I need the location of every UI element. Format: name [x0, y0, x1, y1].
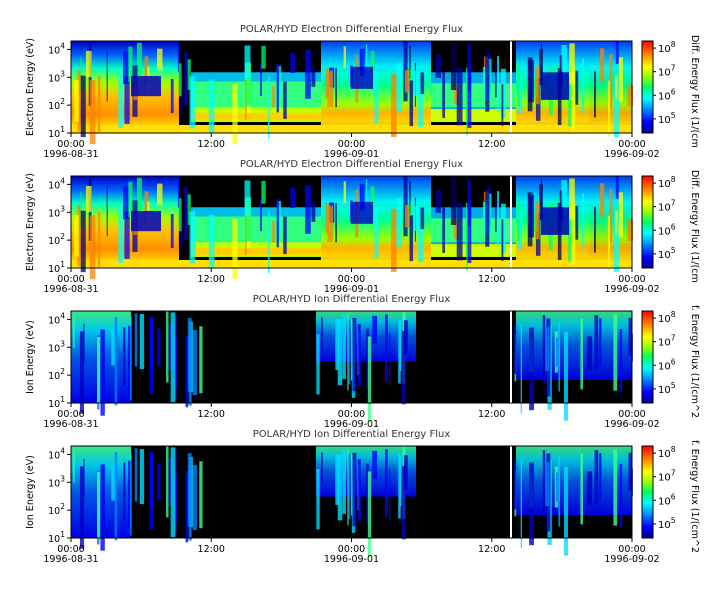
- x-tick-label: 12:00: [198, 139, 225, 150]
- colorbar: [641, 310, 654, 404]
- x-date-label: 1996-09-01: [324, 284, 379, 295]
- colorbar-tick-label: 106: [658, 357, 676, 372]
- colorbar-tick-label: 107: [658, 334, 676, 349]
- x-date-label: 1996-08-31: [43, 149, 98, 160]
- panel-title: POLAR/HYD Electron Differential Energy F…: [240, 159, 463, 170]
- y-tick-label: 103: [48, 474, 65, 489]
- colorbar-label: Diff. Energy Flux (1/(cm: [689, 170, 700, 283]
- x-date-label: 1996-08-31: [43, 419, 98, 430]
- y-tick-label: 104: [48, 41, 65, 56]
- colorbar-label: f. Energy Flux (1/(cm^2: [689, 305, 700, 418]
- x-tick-label: 00:00: [338, 274, 365, 285]
- x-tick-label: 12:00: [198, 409, 225, 420]
- colorbar-tick-label: 108: [658, 310, 676, 325]
- x-date-label: 1996-09-02: [604, 554, 659, 565]
- spectrogram-image: [71, 41, 634, 145]
- colorbar: [641, 445, 654, 539]
- y-axis-label: Ion Energy (eV): [25, 320, 36, 394]
- spectrogram-image: [71, 311, 633, 423]
- x-tick-label: 00:00: [618, 139, 645, 150]
- colorbar-tick-label: 105: [658, 246, 676, 261]
- x-tick-label: 00:00: [57, 409, 84, 420]
- panel-1: POLAR/HYD Electron Differential Energy F…: [25, 24, 700, 160]
- x-date-label: 1996-09-01: [324, 419, 379, 430]
- y-tick-label: 101: [48, 125, 65, 140]
- x-date-label: 1996-09-02: [604, 419, 659, 430]
- y-tick-label: 102: [48, 232, 65, 247]
- colorbar: [641, 40, 654, 134]
- x-tick-label: 00:00: [618, 274, 645, 285]
- y-tick-label: 102: [48, 97, 65, 112]
- colorbar-tick-label: 107: [658, 199, 676, 214]
- y-tick-label: 101: [48, 530, 65, 545]
- x-tick-label: 00:00: [618, 544, 645, 555]
- colorbar-tick-label: 108: [658, 445, 676, 460]
- colorbar-tick-label: 105: [658, 111, 676, 126]
- colorbar-tick-label: 105: [658, 516, 676, 531]
- x-tick-label: 00:00: [57, 274, 84, 285]
- panel-title: POLAR/HYD Electron Differential Energy F…: [240, 24, 463, 35]
- x-tick-label: 12:00: [478, 544, 505, 555]
- x-tick-label: 12:00: [478, 274, 505, 285]
- x-tick-label: 12:00: [198, 544, 225, 555]
- y-tick-label: 104: [48, 176, 65, 191]
- x-date-label: 1996-09-01: [324, 554, 379, 565]
- y-tick-label: 104: [48, 311, 65, 326]
- y-axis-label: Electron Energy (eV): [25, 173, 36, 271]
- spectrogram-image: [71, 176, 634, 280]
- panel-title: POLAR/HYD Ion Differential Energy Flux: [253, 294, 451, 305]
- colorbar-tick-label: 108: [658, 40, 676, 55]
- colorbar-tick-label: 105: [658, 381, 676, 396]
- x-tick-label: 12:00: [478, 409, 505, 420]
- colorbar-label: f. Energy Flux (1/(cm^2: [689, 440, 700, 553]
- x-date-label: 1996-09-02: [604, 149, 659, 160]
- y-tick-label: 103: [48, 339, 65, 354]
- x-tick-label: 12:00: [478, 139, 505, 150]
- x-tick-label: 12:00: [198, 274, 225, 285]
- colorbar-label: Diff. Energy Flux (1/(cm: [689, 35, 700, 148]
- y-tick-label: 104: [48, 446, 65, 461]
- colorbar-tick-label: 106: [658, 492, 676, 507]
- x-tick-label: 00:00: [338, 409, 365, 420]
- x-date-label: 1996-08-31: [43, 284, 98, 295]
- colorbar-tick-label: 108: [658, 175, 676, 190]
- x-date-label: 1996-09-02: [604, 284, 659, 295]
- x-tick-label: 00:00: [57, 544, 84, 555]
- y-axis-label: Ion Energy (eV): [25, 455, 36, 529]
- colorbar-tick-label: 107: [658, 469, 676, 484]
- y-tick-label: 101: [48, 395, 65, 410]
- panel-3: POLAR/HYD Ion Differential Energy Flux Io…: [25, 294, 700, 430]
- y-tick-label: 102: [48, 367, 65, 382]
- colorbar-tick-label: 106: [658, 87, 676, 102]
- y-tick-label: 103: [48, 69, 65, 84]
- colorbar-tick-label: 106: [658, 222, 676, 237]
- x-tick-label: 00:00: [57, 139, 84, 150]
- spectrogram-image: [71, 446, 633, 558]
- panel-4: POLAR/HYD Ion Differential Energy Flux Io…: [25, 429, 700, 565]
- x-tick-label: 00:00: [618, 409, 645, 420]
- colorbar: [641, 175, 654, 269]
- y-tick-label: 102: [48, 502, 65, 517]
- x-tick-label: 00:00: [338, 139, 365, 150]
- x-date-label: 1996-09-01: [324, 149, 379, 160]
- x-date-label: 1996-08-31: [43, 554, 98, 565]
- panel-title: POLAR/HYD Ion Differential Energy Flux: [253, 429, 451, 440]
- colorbar-tick-label: 107: [658, 64, 676, 79]
- y-tick-label: 101: [48, 260, 65, 275]
- x-tick-label: 00:00: [338, 544, 365, 555]
- y-axis-label: Electron Energy (eV): [25, 38, 36, 136]
- panel-2: POLAR/HYD Electron Differential Energy F…: [25, 159, 700, 295]
- y-tick-label: 103: [48, 204, 65, 219]
